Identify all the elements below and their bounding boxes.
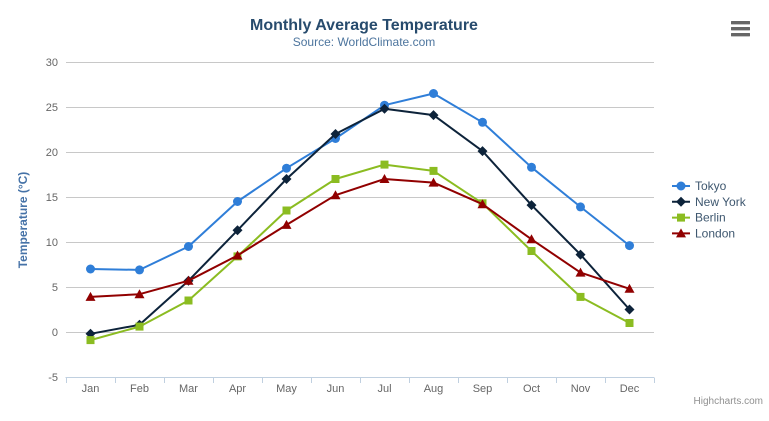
point-tokyo-feb[interactable] <box>135 265 144 275</box>
x-tick-label: Dec <box>620 383 640 395</box>
point-new-york-jun[interactable] <box>330 129 341 139</box>
y-tick-label: 20 <box>46 147 58 159</box>
point-london-jun[interactable] <box>330 190 341 200</box>
point-new-york-aug[interactable] <box>428 110 439 121</box>
y-tick-label: 5 <box>52 282 58 294</box>
series-line-tokyo <box>89 92 631 271</box>
y-tick-label: 15 <box>46 192 58 204</box>
x-tick-label: Jun <box>327 383 345 395</box>
y-tick-label: 25 <box>46 102 58 114</box>
chart-context-menu-button[interactable] <box>727 16 754 40</box>
point-new-york-sep[interactable] <box>477 146 488 157</box>
legend-symbol-circle-icon <box>676 181 686 191</box>
point-tokyo-aug[interactable] <box>429 89 438 98</box>
series-line-berlin <box>89 163 631 342</box>
credits-link[interactable]: Highcharts.com <box>694 396 763 407</box>
x-tick-label: May <box>276 383 297 395</box>
point-tokyo-may[interactable] <box>282 163 291 173</box>
legend-item-new-york[interactable]: New York <box>672 195 747 209</box>
y-axis-title: Temperature (°C) <box>16 172 30 269</box>
point-new-york-jul[interactable] <box>379 103 390 114</box>
point-berlin-nov[interactable] <box>576 292 585 301</box>
point-tokyo-nov[interactable] <box>576 202 585 212</box>
point-london-jul[interactable] <box>379 174 390 183</box>
series-london <box>85 174 635 301</box>
y-tick-label: 0 <box>52 327 58 339</box>
point-london-may[interactable] <box>281 219 292 229</box>
legend-label: Berlin <box>695 211 726 225</box>
point-tokyo-sep[interactable] <box>478 117 487 127</box>
chart-title: Monthly Average Temperature <box>250 17 478 34</box>
legend-item-berlin[interactable]: Berlin <box>672 211 726 225</box>
x-tick-label: Mar <box>179 383 198 395</box>
legend-symbol-square-icon <box>677 213 685 222</box>
point-berlin-mar[interactable] <box>184 296 193 305</box>
point-london-jan[interactable] <box>85 291 96 301</box>
plot-area: -5 0 5 10 15 20 25 30 Jan Feb Mar Apr May Jun Jul Aug Se… <box>46 57 655 395</box>
point-new-york-apr[interactable] <box>232 225 243 236</box>
point-tokyo-jan[interactable] <box>86 264 95 274</box>
point-new-york-nov[interactable] <box>575 249 586 260</box>
legend-symbol-diamond-icon <box>676 196 686 207</box>
x-tick-label: Sep <box>473 383 493 395</box>
point-new-york-oct[interactable] <box>526 200 537 211</box>
point-london-oct[interactable] <box>526 234 537 244</box>
x-tick-label: Nov <box>571 383 591 395</box>
x-tick-label: Jul <box>377 383 391 395</box>
point-tokyo-apr[interactable] <box>233 197 242 206</box>
legend-item-london[interactable]: London <box>672 226 735 240</box>
point-berlin-jan[interactable] <box>86 336 95 345</box>
point-berlin-jun[interactable] <box>331 175 340 183</box>
y-tick-label: 10 <box>46 237 58 249</box>
x-tick-label: Oct <box>523 383 540 395</box>
series-line-new-york <box>89 107 631 335</box>
chart-subtitle: Source: WorldClimate.com <box>293 35 436 49</box>
point-london-nov[interactable] <box>575 267 586 277</box>
x-tick-label: Aug <box>424 383 444 395</box>
point-tokyo-mar[interactable] <box>184 242 193 251</box>
legend-item-tokyo[interactable]: Tokyo <box>672 179 727 193</box>
point-berlin-jul[interactable] <box>380 160 389 169</box>
point-new-york-may[interactable] <box>281 174 292 184</box>
point-berlin-feb[interactable] <box>135 322 144 331</box>
y-tick-label: 30 <box>46 57 58 69</box>
point-berlin-oct[interactable] <box>527 247 536 255</box>
y-tick-label: -5 <box>48 372 58 384</box>
x-tick-label: Apr <box>229 383 246 395</box>
point-london-apr[interactable] <box>232 250 243 260</box>
point-london-dec[interactable] <box>624 283 635 293</box>
point-tokyo-dec[interactable] <box>625 241 634 251</box>
point-berlin-aug[interactable] <box>429 166 438 175</box>
point-tokyo-oct[interactable] <box>527 162 536 172</box>
series-line-london <box>89 178 631 298</box>
point-london-sep[interactable] <box>477 199 488 209</box>
series-new-york <box>85 103 635 339</box>
point-berlin-may[interactable] <box>282 206 291 215</box>
series-tokyo <box>86 89 634 275</box>
x-tick-label: Feb <box>130 383 149 395</box>
legend-label: London <box>695 226 735 240</box>
point-new-york-dec[interactable] <box>624 304 635 315</box>
point-berlin-dec[interactable] <box>625 319 634 327</box>
x-tick-label: Jan <box>82 383 100 395</box>
hamburger-icon <box>731 21 750 37</box>
point-london-aug[interactable] <box>428 177 439 187</box>
legend-symbol-triangle-icon <box>676 228 686 238</box>
point-london-mar[interactable] <box>183 275 194 285</box>
legend-label: New York <box>695 195 747 209</box>
point-london-feb[interactable] <box>134 289 145 299</box>
legend-label: Tokyo <box>695 179 727 193</box>
